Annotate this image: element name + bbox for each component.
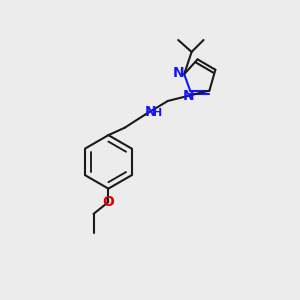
Text: N: N xyxy=(145,105,157,119)
Text: O: O xyxy=(103,195,114,209)
Text: N: N xyxy=(183,89,194,103)
Text: H: H xyxy=(153,108,163,118)
Text: N: N xyxy=(173,66,184,80)
